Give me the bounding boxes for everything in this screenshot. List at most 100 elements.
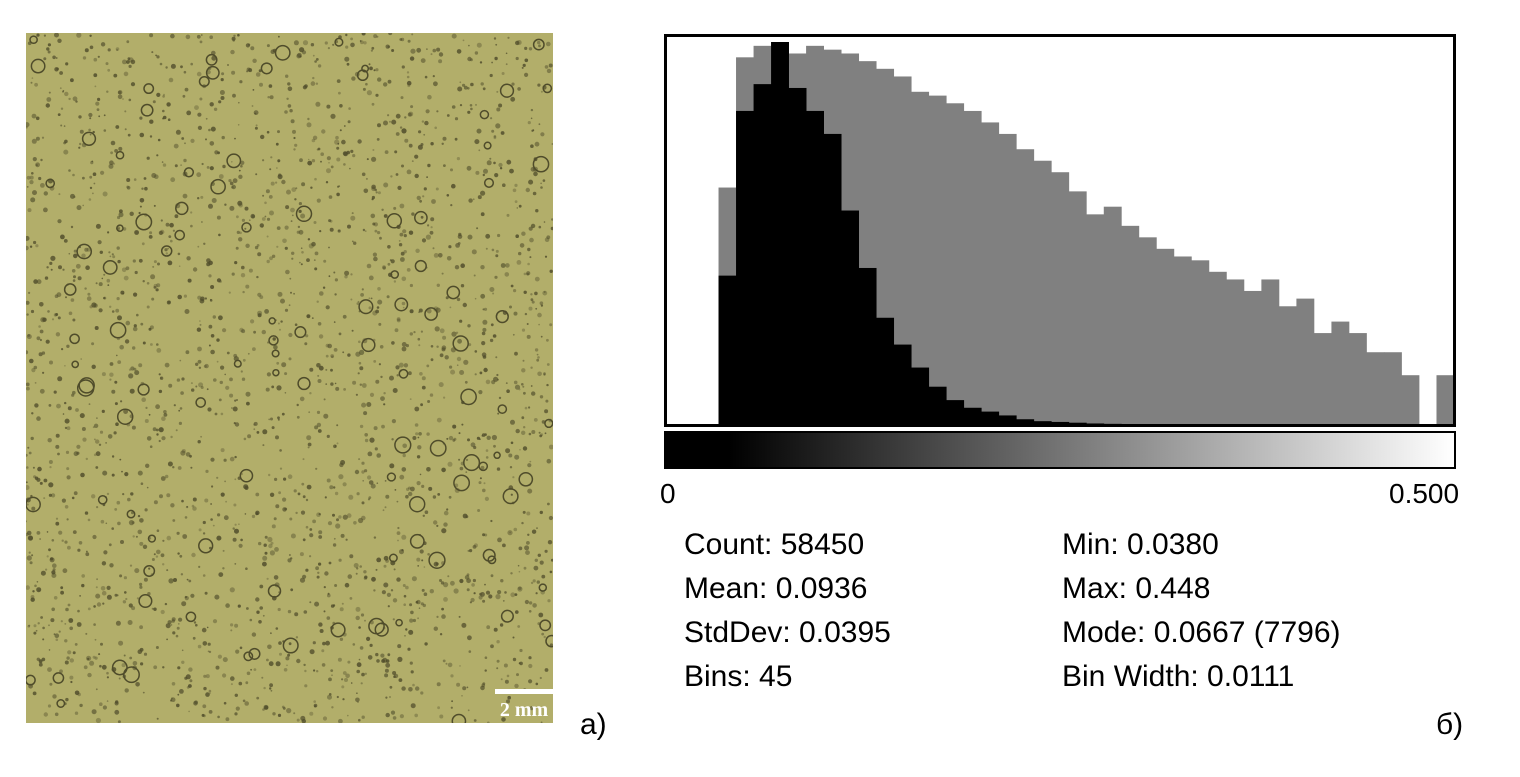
histogram-bar-black [963, 407, 982, 425]
bubble [459, 104, 463, 107]
bubble [180, 573, 184, 576]
bubble [368, 63, 371, 66]
bubble [190, 211, 193, 214]
bubble [210, 178, 226, 195]
bubble [375, 309, 379, 314]
bubble [262, 159, 265, 162]
bubble [55, 332, 61, 337]
panel-a-label: а) [580, 708, 607, 741]
histogram-bar-gray [946, 103, 965, 425]
bubble [138, 258, 143, 263]
bubble [293, 712, 296, 715]
bubble [60, 124, 63, 127]
bubble [268, 418, 271, 421]
bubble [138, 363, 143, 368]
bubble [81, 142, 87, 148]
bubble [319, 629, 324, 633]
bubble [464, 380, 468, 384]
bubble [442, 335, 447, 340]
bubble [155, 288, 159, 292]
bubble [306, 314, 311, 318]
bubble [466, 588, 470, 592]
bubble [274, 44, 291, 61]
bubble [179, 554, 183, 558]
bubble [26, 520, 27, 523]
bubble [221, 72, 225, 76]
bubble [119, 574, 123, 578]
bubble [295, 511, 298, 515]
bubble [212, 524, 215, 527]
bubble [89, 133, 92, 136]
bubble [489, 157, 492, 160]
bubble [296, 230, 300, 234]
bubble [305, 525, 309, 529]
bubble [496, 467, 501, 471]
bubble [318, 530, 323, 535]
bubble [186, 506, 189, 508]
bubble [147, 534, 157, 543]
bubble [333, 321, 336, 323]
bubble [469, 549, 473, 553]
bubble [386, 213, 403, 229]
bubble [524, 58, 529, 63]
bubble [366, 90, 372, 96]
bubble [176, 378, 181, 382]
bubble [528, 306, 533, 311]
bubble [415, 600, 419, 604]
bubble [184, 142, 186, 145]
bubble [312, 641, 316, 645]
bubble [496, 373, 499, 377]
bubble [92, 192, 94, 195]
bubble [403, 234, 407, 238]
bubble [518, 546, 523, 551]
bubble [384, 480, 387, 482]
bubble [385, 712, 390, 718]
bubble [548, 515, 553, 521]
bubble [344, 275, 348, 279]
bubble [401, 65, 405, 69]
bubble [248, 68, 253, 73]
bubble [297, 225, 301, 229]
bubble [175, 129, 181, 135]
bubble [394, 328, 399, 333]
bubble [226, 351, 230, 355]
bubble [101, 277, 104, 280]
bubble [526, 334, 531, 339]
bubble [461, 622, 467, 628]
bubble [191, 388, 195, 392]
bubble [153, 665, 158, 670]
bubble [366, 263, 372, 269]
bubble [295, 187, 298, 190]
bubble [528, 663, 533, 669]
bubble [70, 298, 75, 302]
bubble [356, 669, 361, 674]
bubble [168, 77, 174, 83]
bubble [210, 126, 216, 132]
bubble [439, 633, 443, 636]
bubble [295, 636, 299, 639]
bubble [185, 350, 190, 355]
bubble [163, 410, 167, 414]
bubble [153, 607, 157, 611]
bubble [129, 564, 133, 567]
bubble [364, 438, 369, 443]
bubble [264, 309, 269, 314]
bubble [185, 674, 191, 680]
bubble [344, 582, 350, 588]
bubble [538, 44, 541, 48]
bubble [270, 632, 272, 635]
bubble [34, 584, 37, 588]
bubble [77, 692, 81, 697]
bubble [218, 572, 224, 577]
bubble [143, 83, 155, 95]
bubble [382, 626, 386, 630]
bubble [371, 195, 375, 200]
bubble [137, 529, 143, 535]
bubble [501, 72, 505, 75]
bubble [113, 73, 118, 78]
bubble [189, 679, 193, 683]
bubble [354, 71, 360, 77]
bubble [397, 185, 402, 190]
bubble [306, 484, 312, 490]
bubble [303, 610, 308, 614]
